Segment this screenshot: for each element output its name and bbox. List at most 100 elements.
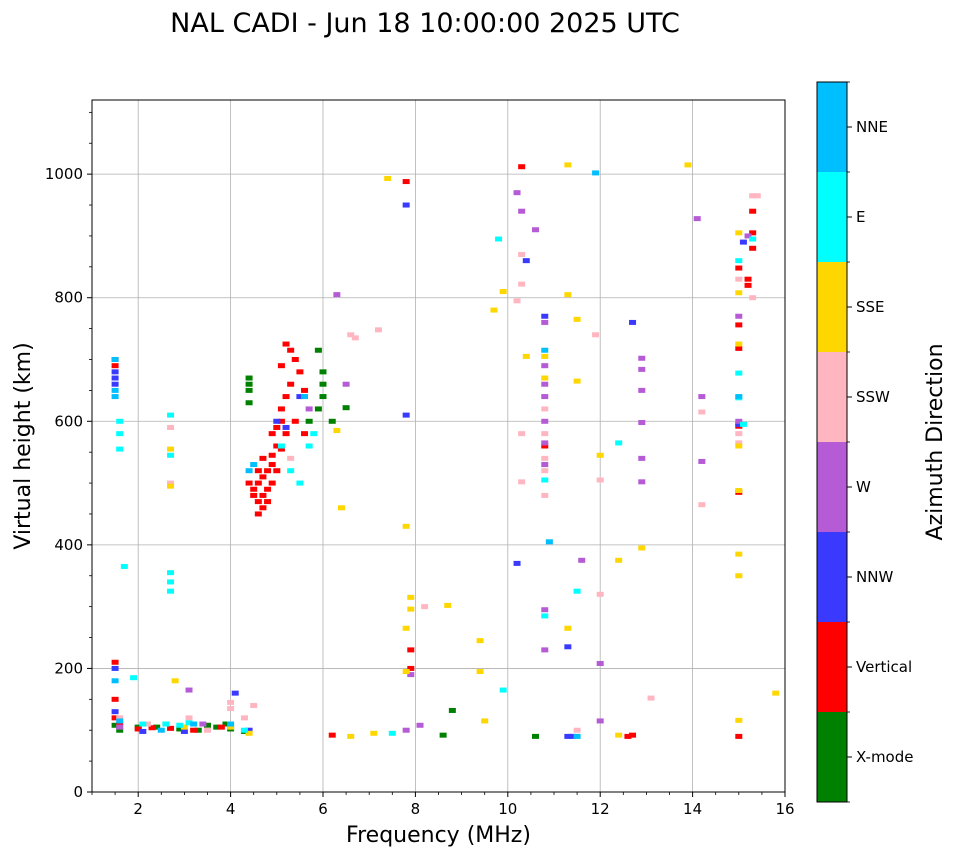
data-point [541, 477, 549, 483]
data-point [222, 721, 230, 727]
data-point [264, 486, 272, 492]
data-point [541, 353, 549, 359]
data-point [277, 418, 285, 424]
data-point [296, 369, 304, 375]
data-point [204, 722, 211, 728]
data-point [250, 462, 258, 468]
data-point [564, 644, 572, 650]
data-point [402, 412, 410, 418]
data-point [120, 563, 128, 569]
data-point [564, 292, 572, 298]
data-point [116, 418, 124, 424]
data-point [167, 480, 175, 486]
series-x-mode [111, 347, 540, 739]
data-point [735, 717, 743, 723]
data-point [739, 421, 747, 427]
colorbar-title: Azimuth Direction [923, 343, 948, 540]
series-w [116, 190, 752, 733]
data-point [638, 355, 646, 361]
data-point [337, 505, 345, 511]
data-point [541, 468, 549, 474]
data-point [176, 726, 184, 732]
data-point [370, 730, 378, 736]
data-point [314, 406, 322, 412]
colorbar-label: NNE [856, 118, 888, 136]
data-point [518, 164, 526, 170]
data-point [578, 557, 586, 563]
data-point [240, 727, 248, 733]
data-point [407, 665, 415, 671]
y-tick-label: 200 [54, 659, 83, 677]
data-point [402, 202, 410, 208]
x-tick-label: 4 [226, 800, 236, 818]
data-point [541, 613, 549, 619]
data-point [518, 479, 526, 485]
x-tick-label: 2 [133, 800, 143, 818]
data-point [541, 313, 549, 319]
data-point [116, 718, 124, 724]
data-point [735, 313, 743, 319]
data-point [254, 480, 262, 486]
data-point [167, 446, 175, 452]
data-point [277, 446, 285, 452]
data-point [744, 276, 752, 282]
y-tick-label: 600 [54, 412, 83, 430]
data-point [305, 443, 313, 449]
data-point [333, 428, 341, 434]
data-point [185, 715, 193, 721]
data-point [596, 477, 604, 483]
data-point [277, 363, 285, 369]
data-point [245, 730, 253, 736]
series-sse [167, 162, 780, 739]
data-point [596, 660, 604, 666]
data-point [416, 722, 424, 728]
data-point [693, 216, 701, 222]
data-point [319, 394, 327, 400]
data-point [596, 452, 604, 458]
data-point [217, 724, 225, 730]
data-point [268, 431, 276, 437]
data-point [347, 332, 355, 338]
data-point [541, 607, 549, 613]
data-point [735, 487, 743, 493]
data-point [240, 715, 248, 721]
data-point [245, 375, 253, 381]
data-point [333, 292, 341, 298]
data-point [541, 455, 549, 461]
data-point [296, 480, 304, 486]
data-point [735, 230, 743, 236]
data-point [388, 730, 396, 736]
colorbar-label: SSW [856, 388, 890, 406]
x-axis-label: Frequency (MHz) [346, 823, 531, 848]
data-point [254, 468, 262, 474]
colorbar-label: Vertical [856, 658, 912, 676]
data-point [185, 687, 193, 693]
data-point [772, 690, 780, 696]
data-point [180, 728, 188, 734]
data-point [407, 647, 415, 653]
data-point [573, 733, 581, 739]
data-point [735, 431, 743, 437]
data-point [735, 394, 743, 400]
data-point [277, 443, 285, 449]
data-point [615, 557, 623, 563]
data-point [291, 418, 299, 424]
data-point [167, 412, 175, 418]
data-point [444, 602, 452, 608]
data-point [111, 665, 119, 671]
data-point [513, 560, 521, 566]
data-point [264, 468, 272, 474]
colorbar-label: E [856, 208, 865, 226]
data-point [268, 452, 276, 458]
data-point [111, 375, 119, 381]
data-point [476, 638, 484, 644]
data-point [698, 394, 706, 400]
data-point [564, 162, 572, 168]
y-tick-label: 800 [54, 289, 83, 307]
data-point [522, 353, 530, 359]
data-point [213, 724, 221, 730]
data-point [407, 594, 415, 600]
data-point [301, 394, 309, 400]
colorbar-label: X-mode [856, 748, 913, 766]
data-point [568, 733, 576, 739]
